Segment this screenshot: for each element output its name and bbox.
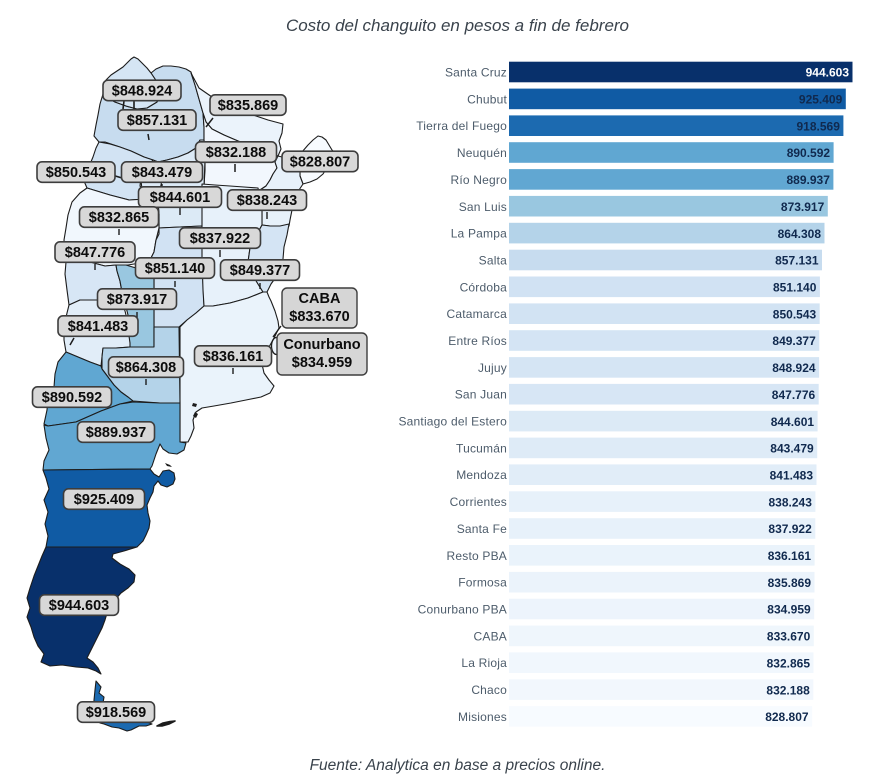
svg-text:$833.670: $833.670	[289, 309, 349, 325]
svg-text:844.601: 844.601	[771, 415, 815, 429]
svg-text:843.479: 843.479	[770, 442, 814, 456]
svg-text:Tucumán: Tucumán	[456, 441, 507, 455]
svg-text:833.670: 833.670	[767, 630, 811, 644]
svg-text:Jujuy: Jujuy	[478, 361, 507, 375]
svg-text:841.483: 841.483	[770, 468, 814, 482]
svg-text:$850.543: $850.543	[46, 165, 106, 181]
svg-text:850.543: 850.543	[773, 307, 817, 321]
svg-text:Tierra del Fuego: Tierra del Fuego	[416, 119, 507, 133]
svg-text:$832.865: $832.865	[89, 210, 149, 226]
svg-text:Río Negro: Río Negro	[451, 173, 508, 187]
svg-text:$848.924: $848.924	[112, 84, 172, 100]
svg-text:828.807: 828.807	[765, 710, 809, 724]
svg-text:832.865: 832.865	[767, 656, 811, 670]
svg-text:$844.601: $844.601	[150, 190, 210, 206]
svg-text:Entre Ríos: Entre Ríos	[448, 334, 507, 348]
svg-text:San Luis: San Luis	[459, 200, 507, 214]
svg-text:848.924: 848.924	[772, 361, 816, 375]
svg-text:836.161: 836.161	[768, 549, 812, 563]
svg-text:San Juan: San Juan	[455, 388, 507, 402]
svg-text:Salta: Salta	[479, 254, 507, 268]
svg-text:Santa Cruz: Santa Cruz	[445, 66, 507, 80]
svg-text:Mendoza: Mendoza	[456, 468, 507, 482]
svg-text:$835.869: $835.869	[218, 98, 278, 114]
svg-text:$847.776: $847.776	[65, 245, 125, 261]
svg-text:$873.917: $873.917	[107, 292, 167, 308]
svg-text:Neuquén: Neuquén	[457, 146, 507, 160]
svg-text:873.917: 873.917	[781, 200, 825, 214]
svg-text:$864.308: $864.308	[116, 360, 176, 376]
svg-text:$843.479: $843.479	[132, 165, 192, 181]
svg-text:CABA: CABA	[299, 291, 341, 307]
svg-text:889.937: 889.937	[787, 173, 831, 187]
svg-text:849.377: 849.377	[772, 334, 816, 348]
svg-text:$836.161: $836.161	[203, 349, 263, 365]
svg-text:838.243: 838.243	[769, 495, 813, 509]
svg-text:Fuente: Analytica en base a pr: Fuente: Analytica en base a precios onli…	[310, 757, 606, 774]
svg-text:944.603: 944.603	[806, 66, 850, 80]
svg-text:La Rioja: La Rioja	[461, 656, 507, 670]
svg-text:$849.377: $849.377	[230, 263, 290, 279]
svg-text:Catamarca: Catamarca	[447, 307, 508, 321]
svg-text:$851.140: $851.140	[145, 261, 205, 277]
svg-text:Formosa: Formosa	[458, 576, 507, 590]
svg-text:Santiago del Estero: Santiago del Estero	[398, 415, 507, 429]
svg-text:Corrientes: Corrientes	[450, 495, 507, 509]
svg-text:832.188: 832.188	[766, 683, 810, 697]
svg-text:$944.603: $944.603	[49, 598, 109, 614]
svg-text:$841.483: $841.483	[68, 319, 128, 335]
svg-text:$918.569: $918.569	[86, 705, 146, 721]
svg-text:925.409: 925.409	[799, 93, 843, 107]
svg-text:835.869: 835.869	[768, 576, 812, 590]
svg-text:847.776: 847.776	[772, 388, 816, 402]
svg-text:Córdoba: Córdoba	[460, 280, 508, 294]
svg-text:Resto PBA: Resto PBA	[447, 549, 508, 563]
svg-text:$889.937: $889.937	[86, 425, 146, 441]
svg-text:834.959: 834.959	[767, 603, 811, 617]
svg-text:$837.922: $837.922	[190, 231, 250, 247]
svg-text:Conurbano: Conurbano	[283, 337, 360, 353]
svg-text:$834.959: $834.959	[292, 355, 352, 371]
svg-text:851.140: 851.140	[773, 281, 817, 295]
svg-text:890.592: 890.592	[787, 146, 831, 160]
svg-text:857.131: 857.131	[775, 254, 819, 268]
svg-text:837.922: 837.922	[768, 522, 812, 536]
svg-text:$857.131: $857.131	[127, 113, 187, 129]
svg-text:Conurbano PBA: Conurbano PBA	[418, 603, 507, 617]
svg-text:$832.188: $832.188	[206, 145, 266, 161]
svg-text:Misiones: Misiones	[458, 710, 507, 724]
svg-text:Chaco: Chaco	[471, 683, 507, 697]
svg-text:Costo del changuito en pesos a: Costo del changuito en pesos a fin de fe…	[286, 16, 629, 35]
svg-text:$890.592: $890.592	[42, 390, 102, 406]
svg-text:$925.409: $925.409	[74, 492, 134, 508]
svg-text:864.308: 864.308	[778, 227, 822, 241]
svg-text:$828.807: $828.807	[290, 155, 350, 171]
svg-text:La Pampa: La Pampa	[451, 227, 507, 241]
svg-text:Chubut: Chubut	[467, 92, 507, 106]
svg-text:918.569: 918.569	[797, 119, 841, 133]
svg-text:CABA: CABA	[474, 629, 507, 643]
svg-text:$838.243: $838.243	[237, 193, 297, 209]
svg-text:Santa Fe: Santa Fe	[457, 522, 507, 536]
